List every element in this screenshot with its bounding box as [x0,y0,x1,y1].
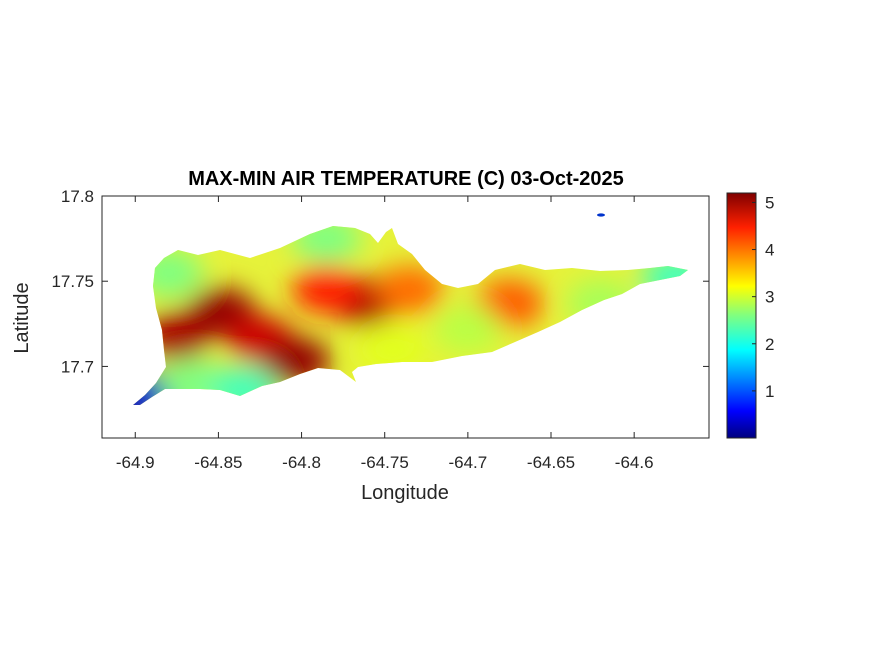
colorbar-tick-label: 3 [765,288,774,307]
heatmap-hotspots [133,226,688,405]
heatmap-hotspot [375,265,444,314]
colorbar-tick-label: 5 [765,193,774,212]
x-tick-label: -64.8 [282,453,321,472]
heatmap-hotspot [292,265,361,314]
plot-axes-box [101,195,710,439]
heatmap-hotspot [566,279,635,328]
colorbar-tick-label: 2 [765,335,774,354]
x-tick-label: -64.6 [615,453,654,472]
heatmap-hotspot [433,304,502,353]
colorbar-tick-label: 4 [765,241,774,260]
colorbar [726,192,757,439]
y-axis-label: Latitude [11,282,33,353]
heatmap-hotspot [134,248,203,297]
heatmap-hotspot [359,325,428,374]
heatmap-hotspot [292,226,361,263]
colorbar-tick-label: 1 [765,382,774,401]
x-tick-label: -64.65 [527,453,575,472]
heatmap-field [133,226,688,405]
y-axis-ticks: 17.7 17.75 17.8 [51,187,709,376]
x-tick-label: -64.75 [361,453,409,472]
chart-title: MAX-MIN AIR TEMPERATURE (C) 03-Oct-2025 [188,168,624,190]
islet-marker [597,213,605,217]
colorbar-ticks: 1 2 3 4 5 [752,193,774,401]
heatmap-hotspot [209,366,278,405]
y-tick-label: 17.7 [61,357,94,376]
y-tick-label: 17.75 [51,272,94,291]
x-tick-label: -64.7 [448,453,487,472]
x-axis-label: Longitude [361,482,449,504]
heatmap-hotspot [262,337,331,386]
heatmap-hotspot [641,253,688,302]
y-tick-label: 17.8 [61,187,94,206]
x-axis-ticks: -64.9 -64.85 -64.8 -64.75 -64.7 -64.65 -64.6 [116,196,654,472]
x-tick-label: -64.85 [194,453,242,472]
x-tick-label: -64.9 [116,453,155,472]
